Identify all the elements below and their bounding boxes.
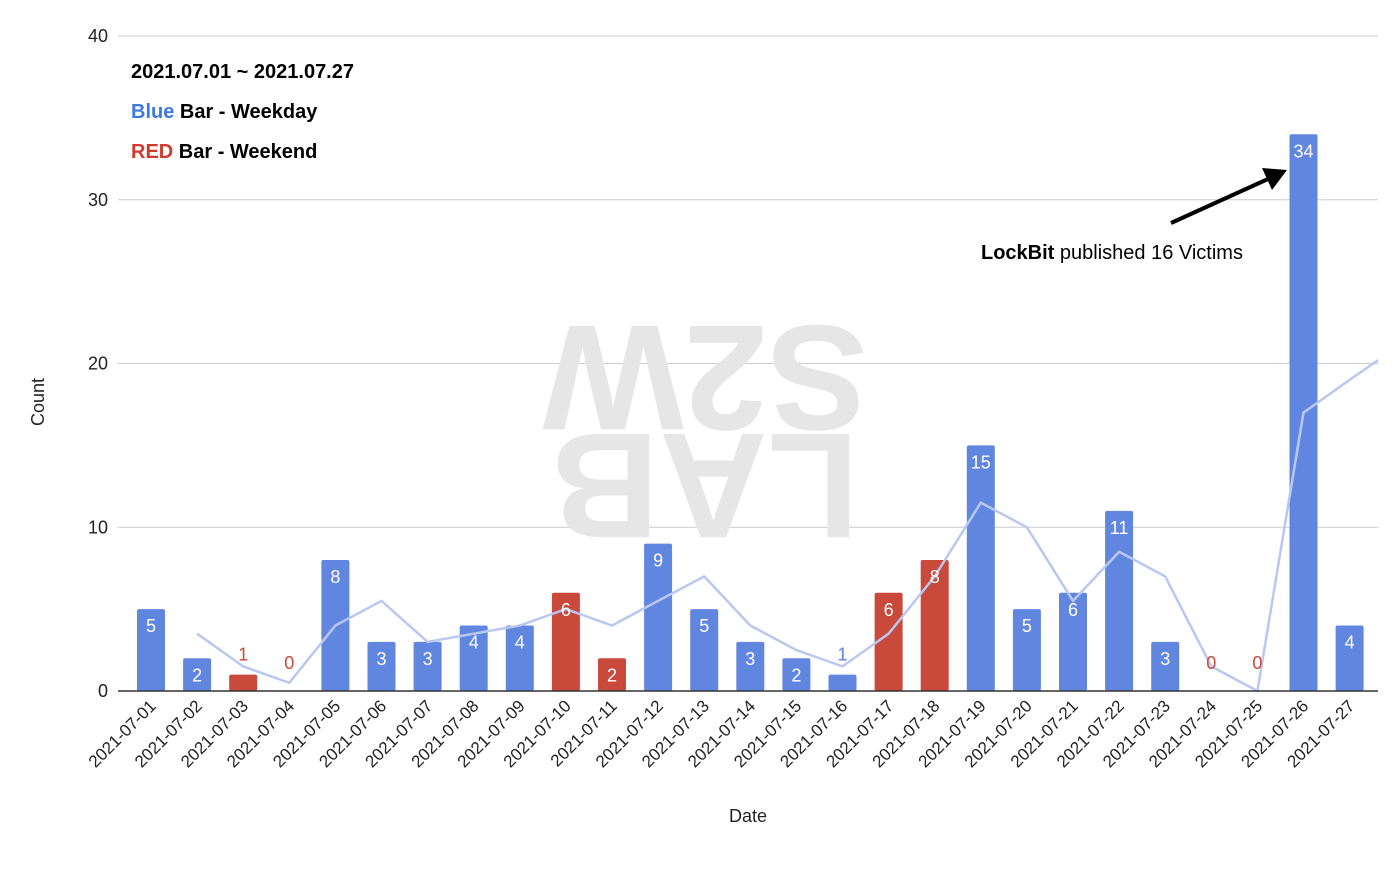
legend-weekend: RED Bar - Weekend	[131, 141, 317, 163]
bar	[1059, 592, 1087, 691]
annotation-bold: LockBit	[981, 242, 1055, 264]
data-label: 2	[607, 665, 617, 685]
data-label: 3	[745, 649, 755, 669]
bar	[920, 560, 949, 691]
bar	[1012, 609, 1041, 691]
bar	[828, 674, 857, 691]
bar	[1151, 641, 1180, 691]
y-tick-label: 10	[88, 517, 108, 537]
bar	[1335, 625, 1364, 691]
legend-date-range: 2021.07.01 ~ 2021.07.27	[131, 61, 354, 83]
data-label: 0	[1206, 653, 1216, 673]
data-label: 6	[884, 600, 894, 620]
bar	[782, 658, 811, 691]
data-label: 5	[146, 616, 156, 636]
data-label: 1	[238, 645, 248, 665]
bar	[367, 641, 396, 691]
legend-weekend-word: RED	[131, 141, 173, 163]
bar	[598, 658, 626, 691]
bar	[183, 658, 212, 691]
data-label: 34	[1293, 141, 1313, 161]
data-label: 4	[469, 633, 479, 653]
annotation-arrow-line	[1170, 177, 1269, 225]
y-tick-label: 20	[88, 354, 108, 374]
data-label: 6	[1068, 600, 1078, 620]
grid-lines	[118, 35, 1378, 528]
data-label: 6	[561, 600, 571, 620]
x-axis-label: Date	[729, 806, 767, 826]
data-label: 8	[930, 567, 940, 587]
legend: 2021.07.01 ~ 2021.07.27 Blue Bar - Weekd…	[131, 61, 354, 163]
data-label: 4	[515, 633, 525, 653]
data-label: 0	[1252, 653, 1262, 673]
bars	[137, 134, 1364, 691]
data-label: 8	[330, 567, 340, 587]
bar	[736, 641, 765, 691]
bar	[644, 543, 673, 691]
data-label: 11	[1110, 518, 1129, 538]
bar	[505, 625, 534, 691]
legend-weekday: Blue Bar - Weekday	[131, 101, 318, 123]
bar	[874, 592, 903, 691]
data-label: 2	[791, 665, 801, 685]
data-label: 3	[376, 649, 386, 669]
watermark: S2W LAB	[542, 294, 867, 570]
watermark-line1: S2W	[542, 294, 867, 462]
annotation-text: LockBit published 16 Victims	[981, 242, 1243, 264]
annotation-rest: published 16 Victims	[1054, 242, 1243, 264]
annotation: LockBit published 16 Victims	[981, 168, 1287, 264]
data-label: 0	[284, 653, 294, 673]
data-label: 5	[699, 616, 709, 636]
legend-weekday-rest: Bar - Weekday	[174, 101, 318, 123]
bar	[137, 609, 165, 691]
data-label: 2	[192, 665, 202, 685]
y-tick-label: 30	[88, 190, 108, 210]
y-tick-label: 0	[98, 681, 108, 701]
bar	[966, 445, 995, 691]
data-label: 1	[837, 645, 847, 665]
data-label: 4	[1345, 633, 1355, 653]
data-label: 15	[971, 452, 991, 472]
data-label: 5	[1022, 616, 1032, 636]
legend-weekend-rest: Bar - Weekend	[173, 141, 317, 163]
trendline	[196, 359, 1379, 693]
bar	[413, 641, 442, 691]
y-tick-label: 40	[88, 26, 108, 46]
data-label: 3	[423, 649, 433, 669]
y-axis-label: Count	[28, 378, 48, 426]
annotation-arrow-head	[1262, 168, 1287, 190]
data-label: 9	[653, 551, 663, 571]
bar	[1105, 510, 1134, 691]
bar	[551, 592, 580, 691]
bar	[690, 609, 719, 691]
data-label: 3	[1160, 649, 1170, 669]
bar	[459, 625, 488, 691]
watermark-line2: LAB	[551, 402, 859, 570]
legend-weekday-word: Blue	[131, 101, 174, 123]
bar	[229, 674, 258, 691]
trendline-path	[196, 359, 1379, 693]
